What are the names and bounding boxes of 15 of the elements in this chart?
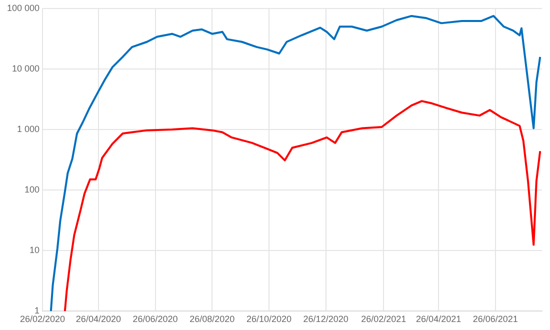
x-tick-label: 26/08/2020 [190,314,235,324]
x-tick-label: 26/04/2020 [76,314,121,324]
y-tick-label: 1 000 [17,124,40,134]
y-tick-label: 100 000 [6,2,40,13]
x-tick-label: 26/10/2020 [246,314,292,324]
y-tick-label: 1 [34,306,40,316]
x-tick-label: 26/06/2020 [132,314,178,324]
y-tick-label: 100 [24,184,40,195]
x-tick-label: 26/06/2021 [472,314,518,324]
y-tick-label: 10 000 [12,63,40,74]
x-tick-label: 26/02/2020 [20,314,66,324]
x-tick-label: 26/02/2021 [361,314,406,324]
x-tick-label: 26/12/2020 [303,314,348,324]
y-tick-label: 10 [30,245,40,256]
x-tick-label: 26/04/2021 [416,314,462,324]
